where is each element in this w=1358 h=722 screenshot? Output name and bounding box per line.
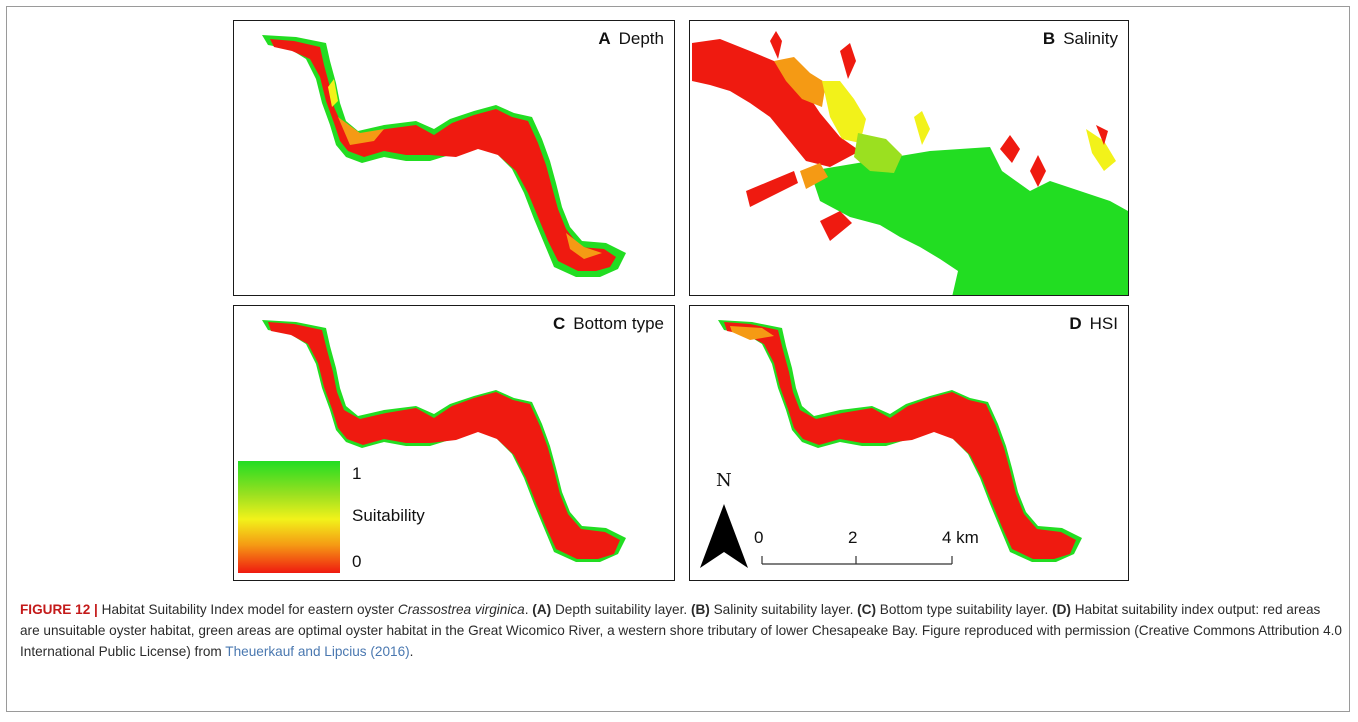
caption-ref-a: (A) [532,602,552,617]
hsi-map [700,320,1082,568]
panel-title: HSI [1089,314,1118,333]
legend-min-label: 0 [352,552,362,571]
panel-bottom-type: C Bottom type 1 Suitability 0 [233,305,675,581]
depth-map [262,35,626,277]
caption-end: . [409,644,414,659]
bottom-type-map [262,320,626,562]
figure-caption: FIGURE 12 | Habitat Suitability Index mo… [20,599,1342,662]
caption-text-c: Bottom type suitability layer. [876,602,1053,617]
legend-max-label: 1 [352,464,362,483]
citation-link[interactable]: Theuerkauf and Lipcius (2016) [225,644,410,659]
scale-tick-4km: 4 km [942,528,979,547]
caption-text-a: Depth suitability layer. [551,602,691,617]
north-arrow-icon [700,504,748,568]
panel-label-d: D HSI [1069,314,1118,334]
panel-label-a: A Depth [598,29,664,49]
panel-title: Salinity [1063,29,1118,48]
figure-label: FIGURE 12 | [20,602,98,617]
caption-after-species: . [524,602,533,617]
caption-ref-c: (C) [857,602,877,617]
panel-letter: D [1069,314,1082,333]
north-label: N [716,470,732,491]
caption-text-d: Habitat suitability index output: red ar… [20,602,1342,659]
scale-tick-0: 0 [754,528,764,547]
panel-title: Depth [618,29,664,48]
figure-frame [6,6,1350,712]
panel-letter: B [1042,29,1056,48]
scale-bar [761,556,953,565]
panel-hsi: D HSI N 0 2 4 km [689,305,1129,581]
panel-letter: C [553,314,566,333]
panel-salinity: B Salinity [689,20,1129,296]
species-name: Crassostrea virginica [397,602,525,617]
panel-title: Bottom type [573,314,664,333]
caption-intro: Habitat Suitability Index model for east… [97,602,398,617]
caption-text-b: Salinity suitability layer. [709,602,858,617]
suitability-legend-gradient [238,461,340,573]
legend-title: Suitability [352,506,425,525]
salinity-map [692,31,1128,295]
caption-ref-b: (B) [690,602,710,617]
panel-label-b: B Salinity [1043,29,1118,49]
panel-letter: A [598,29,611,48]
panel-depth: A Depth [233,20,675,296]
scale-tick-2: 2 [848,528,858,547]
caption-ref-d: (D) [1052,602,1071,617]
panel-label-c: C Bottom type [553,314,664,334]
